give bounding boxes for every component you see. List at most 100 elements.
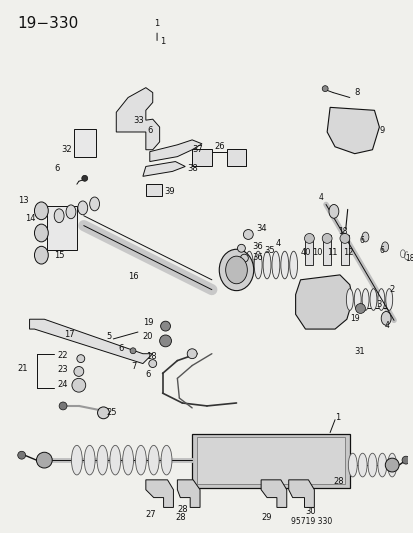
Text: 22: 22 (57, 351, 67, 360)
Circle shape (130, 348, 135, 354)
Text: 28: 28 (175, 513, 185, 522)
Text: 4: 4 (383, 321, 388, 330)
Polygon shape (295, 275, 352, 329)
Bar (340, 236, 348, 265)
Text: 2: 2 (388, 285, 394, 294)
Text: 6: 6 (118, 344, 123, 353)
Text: 32: 32 (61, 145, 71, 154)
Ellipse shape (280, 251, 288, 279)
Ellipse shape (236, 251, 244, 279)
Bar (12, 41, 311, 469)
Text: 26: 26 (214, 142, 225, 151)
Text: 30: 30 (305, 507, 316, 516)
Circle shape (160, 321, 170, 331)
Ellipse shape (90, 197, 99, 211)
Text: 6: 6 (358, 237, 363, 245)
Ellipse shape (71, 446, 82, 475)
Ellipse shape (84, 446, 95, 475)
Circle shape (72, 378, 85, 392)
Text: 38: 38 (187, 164, 197, 173)
Polygon shape (177, 480, 199, 507)
Text: 1: 1 (160, 37, 165, 46)
Text: 36: 36 (252, 242, 262, 251)
Polygon shape (150, 140, 202, 161)
Text: 19: 19 (350, 314, 359, 323)
Text: 36: 36 (252, 253, 262, 262)
Text: 16: 16 (128, 272, 138, 281)
Text: 15: 15 (54, 251, 64, 260)
Circle shape (187, 349, 197, 359)
Ellipse shape (367, 453, 376, 477)
Bar (145, 184, 161, 196)
Circle shape (243, 230, 253, 239)
Ellipse shape (34, 202, 48, 220)
Text: 19−330: 19−330 (18, 15, 79, 31)
Text: 6: 6 (145, 370, 151, 379)
Ellipse shape (66, 205, 76, 219)
Ellipse shape (377, 453, 386, 477)
Ellipse shape (161, 446, 171, 475)
Ellipse shape (387, 453, 396, 477)
Circle shape (159, 335, 171, 347)
Circle shape (321, 233, 331, 244)
Text: 34: 34 (256, 224, 266, 233)
Bar (197, 438, 344, 484)
Ellipse shape (271, 251, 279, 279)
Bar (316, 180, 403, 340)
Text: 4: 4 (317, 193, 322, 202)
Bar (74, 129, 95, 157)
Ellipse shape (34, 224, 48, 242)
Bar (305, 236, 313, 265)
Text: 11: 11 (326, 248, 337, 257)
Ellipse shape (78, 201, 88, 215)
Text: 33: 33 (133, 116, 143, 125)
Text: 18: 18 (404, 254, 413, 263)
Text: 6: 6 (54, 164, 59, 173)
Text: 21: 21 (17, 364, 28, 373)
Polygon shape (288, 480, 313, 507)
Text: 31: 31 (354, 348, 364, 357)
Bar (226, 149, 246, 166)
Text: 35: 35 (263, 246, 274, 255)
Ellipse shape (97, 446, 108, 475)
Bar (47, 206, 77, 250)
Ellipse shape (263, 251, 271, 279)
Ellipse shape (148, 446, 159, 475)
Ellipse shape (377, 289, 384, 310)
Text: 29: 29 (261, 513, 271, 522)
Ellipse shape (369, 289, 376, 310)
Circle shape (97, 407, 109, 419)
Circle shape (59, 402, 67, 410)
Text: 1: 1 (154, 19, 159, 41)
Polygon shape (116, 87, 159, 150)
Text: 4: 4 (275, 239, 280, 248)
Text: 27: 27 (145, 510, 156, 519)
Ellipse shape (245, 251, 253, 279)
Polygon shape (261, 480, 286, 507)
Ellipse shape (381, 242, 388, 252)
Text: 7: 7 (131, 362, 136, 371)
Text: 5: 5 (106, 333, 112, 342)
Text: 8: 8 (354, 88, 359, 97)
Text: 37: 37 (192, 145, 202, 154)
Text: 10: 10 (312, 248, 322, 257)
Polygon shape (142, 161, 185, 176)
Ellipse shape (135, 446, 146, 475)
Ellipse shape (289, 251, 297, 279)
Ellipse shape (328, 205, 338, 219)
Circle shape (321, 86, 328, 92)
Circle shape (355, 304, 365, 313)
Bar (192, 149, 211, 166)
Circle shape (304, 233, 313, 244)
Text: 23: 23 (57, 365, 68, 374)
Bar (323, 236, 330, 265)
Text: 18: 18 (145, 352, 156, 361)
Ellipse shape (380, 311, 390, 325)
Ellipse shape (357, 453, 366, 477)
Text: 6: 6 (378, 246, 383, 255)
Circle shape (18, 451, 26, 459)
Ellipse shape (227, 251, 235, 279)
Circle shape (82, 175, 88, 181)
Ellipse shape (219, 249, 253, 290)
Ellipse shape (109, 446, 121, 475)
